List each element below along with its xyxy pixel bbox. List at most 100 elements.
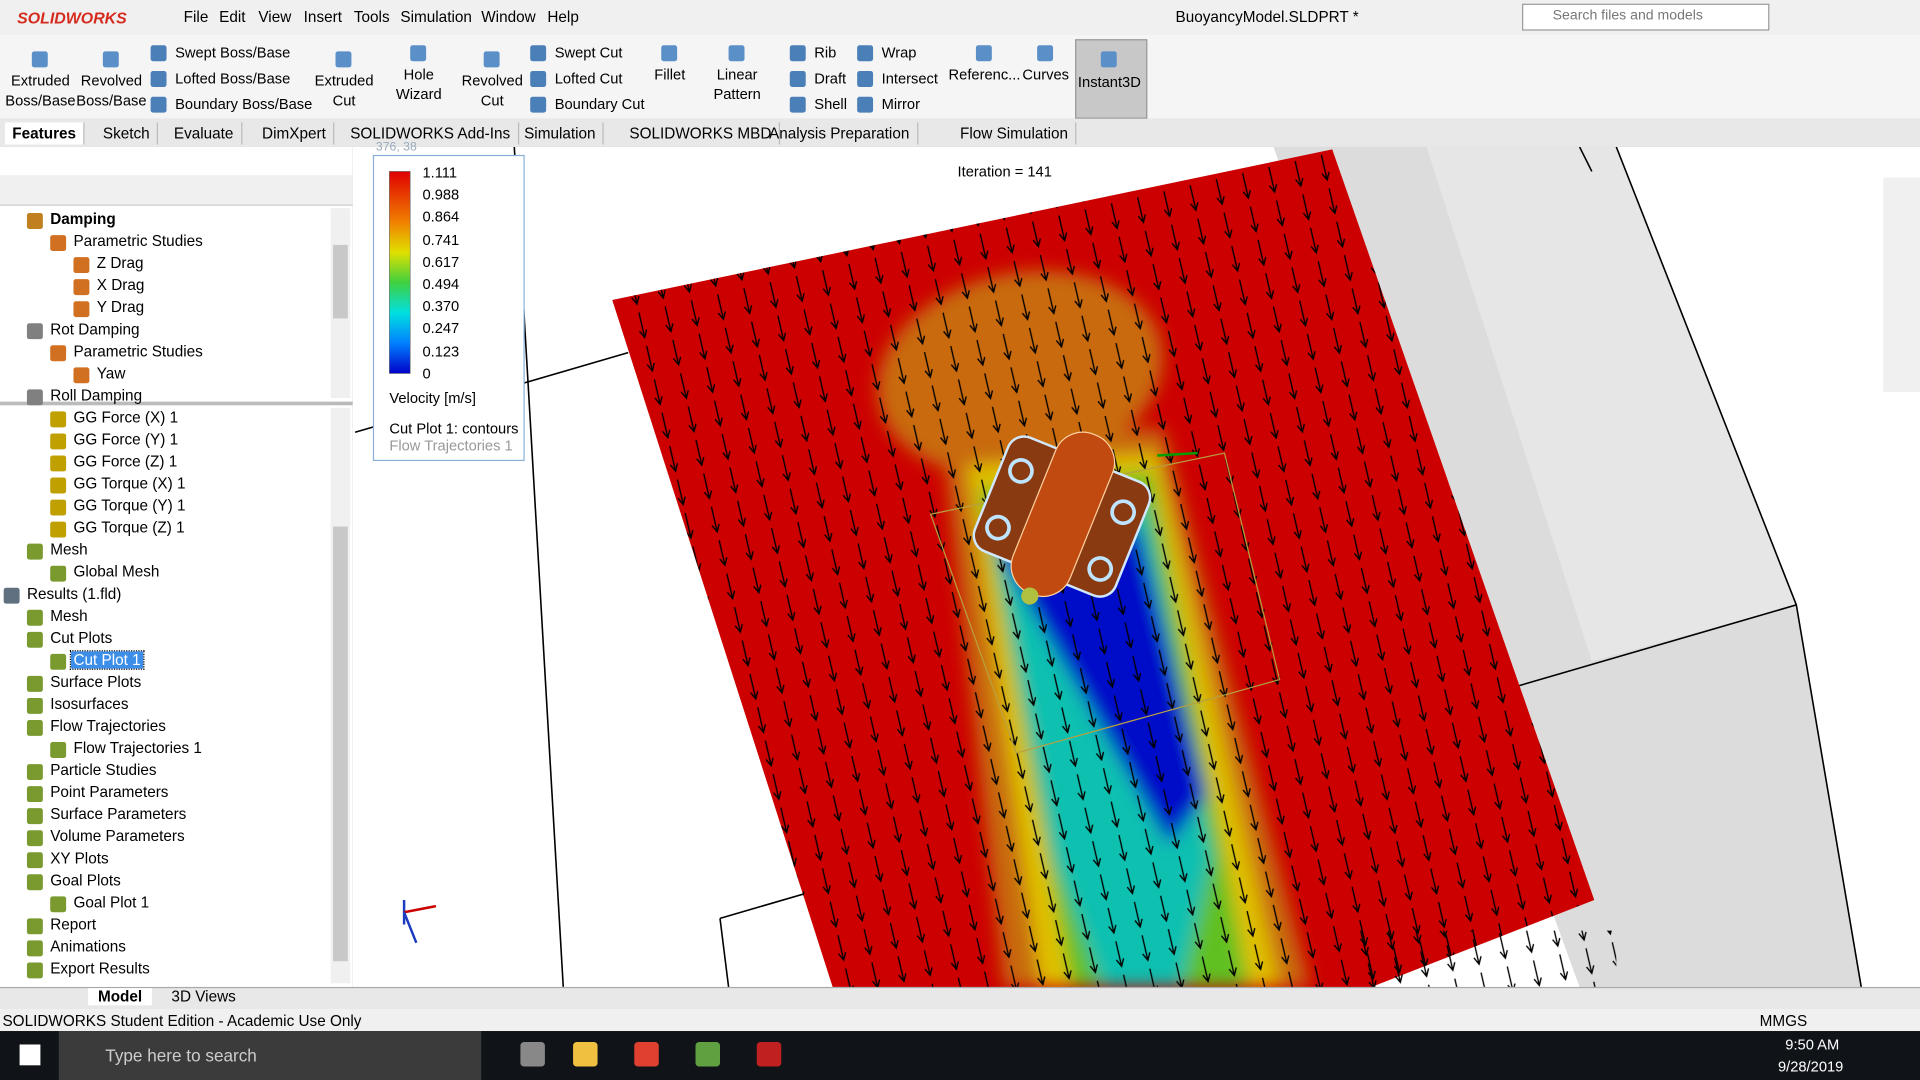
tree-item[interactable]: Surface Parameters: [50, 805, 187, 823]
tree-item[interactable]: GG Torque (Z) 1: [73, 519, 185, 537]
tree-item[interactable]: Point Parameters: [50, 783, 169, 801]
tree-item[interactable]: Goal Plot 1: [73, 893, 150, 912]
tree-icon: [26, 940, 43, 957]
ribbon-tab[interactable]: Features: [4, 122, 85, 145]
tree-item[interactable]: GG Torque (Y) 1: [73, 497, 186, 515]
scrollbar-thumb[interactable]: [333, 526, 348, 962]
tree-item[interactable]: Isosurfaces: [50, 695, 129, 713]
tree-item[interactable]: Rot Damping: [50, 320, 140, 338]
tree-item[interactable]: Surface Plots: [50, 673, 142, 691]
tree-item[interactable]: Goal Plots: [50, 871, 121, 889]
tree-item[interactable]: Y Drag: [96, 298, 145, 316]
tree-item[interactable]: Volume Parameters: [50, 827, 185, 845]
legend-value: 0: [422, 364, 431, 382]
tool-icon: [857, 71, 874, 87]
menu-item[interactable]: Edit: [219, 8, 246, 26]
taskbar-app[interactable]: [520, 1042, 545, 1067]
tree-item[interactable]: Mesh: [50, 541, 88, 559]
tree-item[interactable]: GG Force (Y) 1: [73, 431, 179, 449]
scrollbar-thumb[interactable]: [333, 244, 348, 319]
tree-item[interactable]: Damping: [50, 210, 116, 228]
tree-item[interactable]: XY Plots: [50, 849, 109, 867]
splitter[interactable]: [0, 401, 353, 406]
model-tab[interactable]: Model: [88, 988, 152, 1006]
tree-item[interactable]: GG Torque (X) 1: [73, 475, 186, 493]
tree-icon: [26, 852, 43, 869]
ribbon-tab[interactable]: Flow Simulation: [953, 122, 1077, 145]
menu-item[interactable]: View: [258, 8, 292, 26]
views-tab[interactable]: 3D Views: [171, 988, 236, 1006]
tree-item[interactable]: Animations: [50, 937, 126, 956]
ribbon-tab[interactable]: SOLIDWORKS MBD: [622, 122, 781, 145]
tool-button[interactable]: Boundary Boss/Base: [175, 95, 313, 113]
tool-button[interactable]: Rib: [814, 44, 837, 62]
tool-button[interactable]: Intersect: [881, 69, 938, 87]
search-box[interactable]: [1522, 3, 1770, 31]
tree-item[interactable]: Report: [50, 915, 97, 934]
tool-button[interactable]: Lofted Boss/Base: [175, 69, 291, 87]
ribbon-tab[interactable]: Analysis Preparation: [762, 122, 918, 145]
taskbar-search[interactable]: [58, 1031, 482, 1080]
menu-item[interactable]: Tools: [353, 8, 390, 26]
tree-item[interactable]: Flow Trajectories 1: [73, 739, 202, 757]
tool-button[interactable]: Instant3D: [1077, 73, 1141, 91]
tool-button[interactable]: Wrap: [881, 44, 917, 62]
ribbon-tab[interactable]: SOLIDWORKS Add-Ins: [343, 122, 519, 145]
tool-button[interactable]: Fillet: [654, 66, 686, 84]
tool-button[interactable]: Shell: [814, 95, 847, 113]
taskbar-app[interactable]: [695, 1042, 721, 1067]
menu-item[interactable]: Help: [547, 8, 579, 26]
tree-item[interactable]: Z Drag: [96, 254, 144, 272]
tree-item[interactable]: Results (1.fld): [26, 585, 122, 603]
ribbon-tab[interactable]: Evaluate: [167, 122, 243, 145]
tree-item[interactable]: Export Results: [50, 960, 150, 978]
tool-button[interactable]: Extruded Cut: [314, 72, 374, 109]
tree-item[interactable]: X Drag: [96, 276, 145, 294]
tree-item[interactable]: Cut Plots: [50, 629, 113, 647]
tree-item[interactable]: Roll Damping: [50, 386, 143, 405]
taskbar-app[interactable]: [756, 1042, 782, 1067]
tool-icon: [728, 45, 745, 62]
legend-trajectories: Flow Trajectories 1: [389, 437, 513, 455]
tool-button[interactable]: Extruded Boss/Base: [5, 72, 76, 109]
tool-button[interactable]: Revolved Boss/Base: [76, 72, 147, 109]
ribbon-tab[interactable]: Sketch: [96, 122, 159, 145]
tool-button[interactable]: Draft: [814, 69, 847, 87]
tool-button[interactable]: Mirror: [881, 95, 920, 113]
tool-button[interactable]: Lofted Cut: [554, 69, 623, 87]
units[interactable]: MMGS: [1759, 1012, 1808, 1030]
tree-item[interactable]: Particle Studies: [50, 761, 157, 779]
tree-item[interactable]: Parametric Studies: [73, 342, 203, 361]
start-button[interactable]: [19, 1044, 41, 1066]
tool-icon: [789, 96, 806, 113]
tree-item[interactable]: Flow Trajectories: [50, 717, 166, 735]
tree-icon: [26, 962, 43, 979]
tree-item[interactable]: GG Force (Z) 1: [73, 453, 178, 471]
tree-item[interactable]: Mesh: [50, 607, 88, 625]
taskbar-app[interactable]: [634, 1042, 659, 1067]
tree-item[interactable]: Parametric Studies: [73, 232, 203, 250]
tree-item[interactable]: Yaw: [96, 364, 126, 383]
tool-button[interactable]: Revolved Cut: [461, 72, 523, 109]
tree-item[interactable]: GG Force (X) 1: [73, 408, 179, 427]
menu-item[interactable]: Simulation: [400, 8, 472, 26]
menu-item[interactable]: File: [183, 8, 209, 26]
tool-button[interactable]: Swept Cut: [554, 44, 623, 62]
tree-item[interactable]: Cut Plot 1: [69, 650, 145, 670]
ribbon-tab[interactable]: DimXpert: [255, 122, 335, 145]
tool-button[interactable]: Swept Boss/Base: [175, 44, 291, 62]
menu-item[interactable]: Insert: [303, 8, 342, 26]
tool-button[interactable]: Curves: [1022, 66, 1069, 84]
tool-button[interactable]: Hole Wizard: [395, 66, 442, 103]
legend-value: 0.494: [422, 275, 460, 293]
tool-button[interactable]: Referenc...: [948, 66, 1021, 84]
tool-button[interactable]: Linear Pattern: [713, 66, 761, 103]
taskbar-app[interactable]: [573, 1042, 598, 1067]
ribbon-tab[interactable]: Simulation: [517, 122, 605, 145]
tree-icon: [3, 587, 20, 604]
tree-item[interactable]: Global Mesh: [73, 563, 160, 581]
tree-icon: [26, 543, 43, 560]
tool-icon: [1100, 51, 1117, 68]
menu-item[interactable]: Window: [481, 8, 536, 26]
tool-button[interactable]: Boundary Cut: [554, 95, 645, 113]
